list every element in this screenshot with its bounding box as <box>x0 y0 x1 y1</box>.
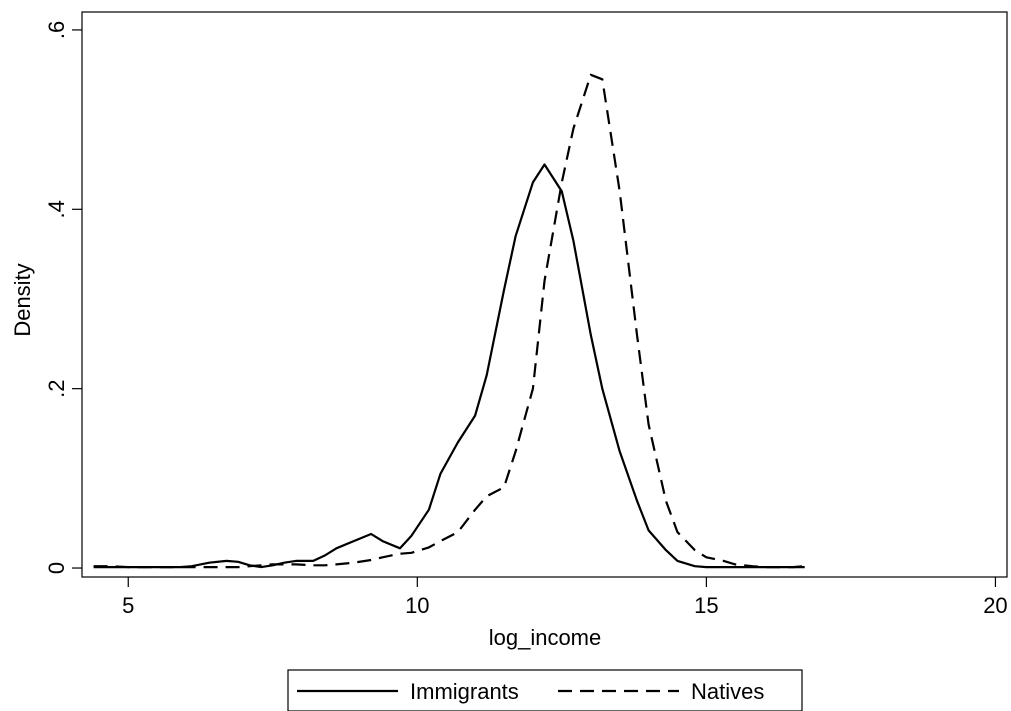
legend-items: Immigrants Natives <box>297 679 764 704</box>
y-axis: 0 .2 .4 .6 <box>44 21 82 574</box>
y-axis-title: Density <box>10 263 35 336</box>
x-tick-label: 10 <box>405 593 429 618</box>
y-tick-label: 0 <box>44 562 69 574</box>
y-tick-label: .4 <box>44 200 69 218</box>
series-line-immigrants <box>93 163 805 569</box>
plot-frame <box>81 11 1008 578</box>
x-tick-label: 20 <box>983 593 1007 618</box>
y-tick-label: .2 <box>44 379 69 397</box>
legend-label-natives: Natives <box>691 679 764 704</box>
series-layer <box>93 73 805 569</box>
x-axis-title: log_income <box>489 625 602 650</box>
x-axis: 5 10 15 20 <box>122 577 1008 618</box>
x-tick-label: 15 <box>694 593 718 618</box>
legend: Immigrants Natives <box>287 669 803 711</box>
series-line-natives <box>93 73 805 569</box>
x-tick-label: 5 <box>122 593 134 618</box>
y-tick-label: .6 <box>44 21 69 39</box>
legend-label-immigrants: Immigrants <box>410 679 519 704</box>
